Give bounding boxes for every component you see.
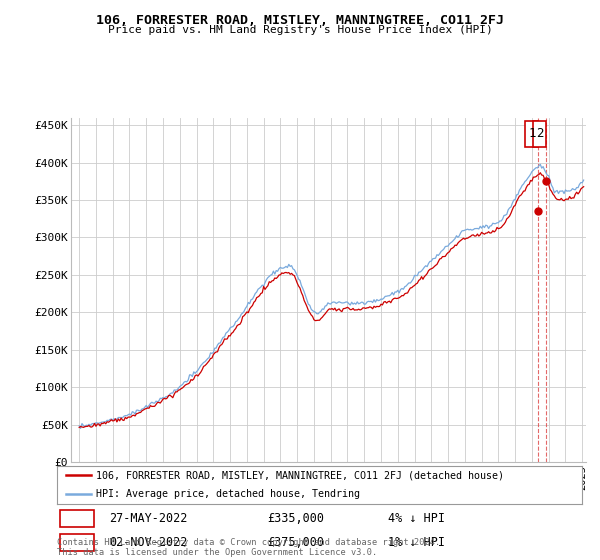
FancyBboxPatch shape xyxy=(59,534,94,551)
Text: Price paid vs. HM Land Registry's House Price Index (HPI): Price paid vs. HM Land Registry's House … xyxy=(107,25,493,35)
Text: 4% ↓ HPI: 4% ↓ HPI xyxy=(388,512,445,525)
Text: HPI: Average price, detached house, Tendring: HPI: Average price, detached house, Tend… xyxy=(97,489,361,500)
Text: 1: 1 xyxy=(73,512,80,525)
Text: Contains HM Land Registry data © Crown copyright and database right 2024.
This d: Contains HM Land Registry data © Crown c… xyxy=(57,538,440,557)
FancyBboxPatch shape xyxy=(533,121,546,147)
Text: £335,000: £335,000 xyxy=(267,512,324,525)
Text: 27-MAY-2022: 27-MAY-2022 xyxy=(110,512,188,525)
Text: 2: 2 xyxy=(536,128,543,141)
Text: 106, FORRESTER ROAD, MISTLEY, MANNINGTREE, CO11 2FJ (detached house): 106, FORRESTER ROAD, MISTLEY, MANNINGTRE… xyxy=(97,470,505,480)
Text: 2: 2 xyxy=(73,536,80,549)
Text: 1: 1 xyxy=(528,128,536,141)
Text: 106, FORRESTER ROAD, MISTLEY, MANNINGTREE, CO11 2FJ: 106, FORRESTER ROAD, MISTLEY, MANNINGTRE… xyxy=(96,14,504,27)
Text: 02-NOV-2022: 02-NOV-2022 xyxy=(110,536,188,549)
Text: 1% ↓ HPI: 1% ↓ HPI xyxy=(388,536,445,549)
FancyBboxPatch shape xyxy=(59,510,94,528)
FancyBboxPatch shape xyxy=(526,121,538,147)
Text: £375,000: £375,000 xyxy=(267,536,324,549)
